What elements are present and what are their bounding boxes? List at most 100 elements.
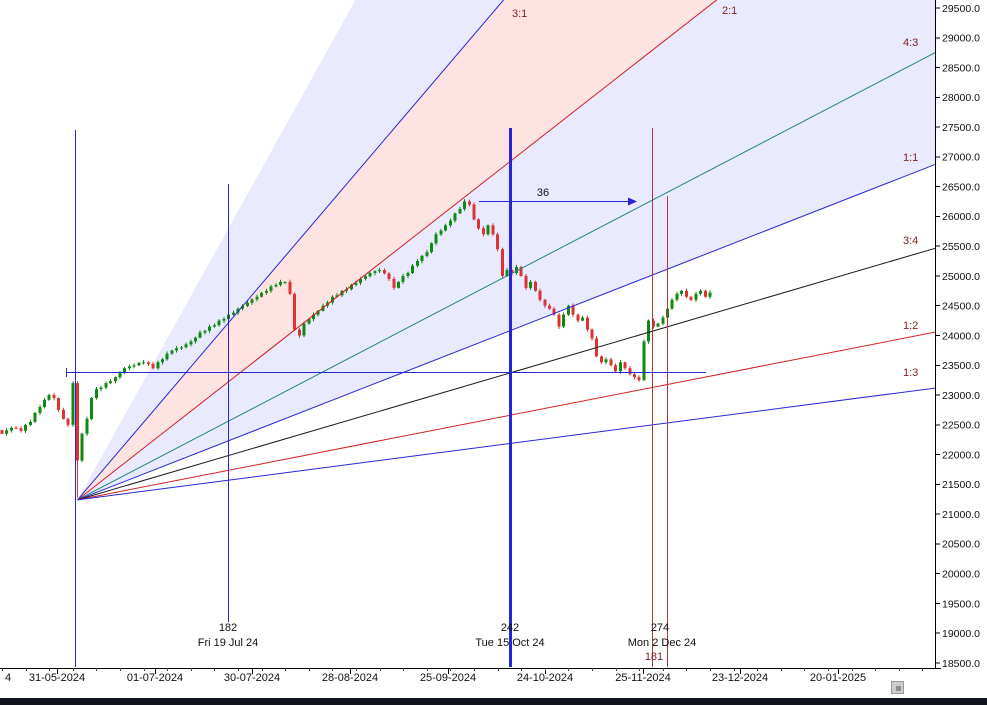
gann-ray-3:1[interactable] xyxy=(77,0,987,501)
gann-ratio-label: 2:1 xyxy=(722,5,737,17)
candle-body xyxy=(505,270,509,276)
candle-body xyxy=(175,348,178,351)
candle-body xyxy=(477,219,480,229)
candle-body xyxy=(14,427,18,429)
candle-body xyxy=(368,272,372,277)
candle-body xyxy=(80,433,84,461)
gann-shading-layer xyxy=(77,0,935,500)
candle-body xyxy=(637,377,641,381)
candle-body xyxy=(123,368,126,374)
gann-ray-1:1[interactable] xyxy=(77,0,987,501)
candles-layer xyxy=(0,199,712,498)
candle-body xyxy=(590,329,594,339)
resize-grip-dot xyxy=(896,686,901,691)
x-axis-label: 30-07-2024 xyxy=(224,672,280,684)
candle-body xyxy=(137,362,141,366)
candle-body xyxy=(548,305,551,309)
candle-body xyxy=(331,296,334,303)
candle-body xyxy=(425,252,429,256)
candle-body xyxy=(335,295,339,297)
gann-ratio-label: 4:3 xyxy=(903,37,918,49)
candle-body xyxy=(458,208,462,214)
candle-body xyxy=(279,281,282,285)
candle-body xyxy=(246,302,249,307)
date-label: Mon 2 Dec 24 xyxy=(628,637,696,649)
candle-body xyxy=(614,365,617,372)
y-axis-label: 20500.0 xyxy=(942,539,980,551)
candle-body xyxy=(241,306,244,309)
x-axis-label: 20-01-2025 xyxy=(810,672,866,684)
candle-body xyxy=(463,201,466,209)
y-axis-label: 22500.0 xyxy=(942,420,980,432)
resize-grip-icon[interactable] xyxy=(891,681,904,694)
candle-body xyxy=(430,243,433,253)
candle-body xyxy=(378,270,381,272)
candle-body xyxy=(600,356,603,363)
gann-ray-1:3[interactable] xyxy=(77,251,987,501)
annotations-layer xyxy=(66,0,987,667)
candle-body xyxy=(62,409,65,419)
measure-arrow-head-icon xyxy=(628,197,637,206)
candle-body xyxy=(387,273,391,279)
x-axis-label: 4 xyxy=(5,672,11,684)
gann-ratio-label: 1:3 xyxy=(903,367,918,379)
candle-body xyxy=(704,290,707,297)
candle-body xyxy=(420,255,424,262)
labels-layer: 3:1 2:1 4:3 1:1 3:4 1:2 1:3 182 Fri 19 Jul 24 242… xyxy=(198,5,919,663)
gann-ray-2:1[interactable] xyxy=(77,0,987,501)
candle-body xyxy=(411,265,414,273)
candle-body xyxy=(217,320,221,326)
candle-body xyxy=(165,353,169,360)
candle-body xyxy=(633,374,636,378)
candle-body xyxy=(472,204,476,220)
y-axis-label: 29500.0 xyxy=(942,3,980,15)
candle-body xyxy=(265,290,268,293)
candle-body xyxy=(161,359,164,363)
candle-body xyxy=(95,389,98,399)
y-axis-label: 26000.0 xyxy=(942,211,980,223)
candle-body xyxy=(685,290,688,297)
candle-body xyxy=(354,282,358,285)
candle-body xyxy=(534,281,537,291)
candle-body xyxy=(444,225,447,231)
candle-body xyxy=(482,228,485,235)
candle-body xyxy=(449,220,452,226)
candle-body xyxy=(128,366,131,369)
candle-body xyxy=(0,430,4,434)
candle-body xyxy=(680,290,683,294)
candle-body xyxy=(104,383,108,388)
candle-body xyxy=(90,398,93,419)
candle-body xyxy=(71,383,75,425)
candle-body xyxy=(189,341,193,345)
x-axis-label: 01-07-2024 xyxy=(127,672,183,684)
gann-ray-1:2[interactable] xyxy=(77,127,987,501)
y-axis-label: 28500.0 xyxy=(942,62,980,74)
y-axis-label: 23000.0 xyxy=(942,390,980,402)
candle-body xyxy=(222,319,226,321)
gann-ray-3:4[interactable] xyxy=(77,0,987,501)
candle-body xyxy=(194,337,197,342)
gann-ray-4:3[interactable] xyxy=(77,0,987,501)
candle-body xyxy=(151,363,155,369)
bar-count-label: 274 xyxy=(651,622,669,634)
candle-body xyxy=(383,270,386,274)
y-axis-label: 25500.0 xyxy=(942,241,980,253)
candle-body xyxy=(170,350,174,354)
candle-body xyxy=(501,249,504,276)
candle-body xyxy=(260,292,263,297)
y-axis-label: 27500.0 xyxy=(942,122,980,134)
candle-body xyxy=(147,362,150,364)
x-axis-label: 31-05-2024 xyxy=(29,672,85,684)
x-axis-label: 28-08-2024 xyxy=(322,672,378,684)
candle-body xyxy=(298,329,301,336)
arrow-measure-label: 36 xyxy=(537,187,549,199)
date-label: Fri 19 Jul 24 xyxy=(198,637,259,649)
bar-count-label: 242 xyxy=(501,622,519,634)
candle-body xyxy=(491,225,495,235)
candle-body xyxy=(708,292,712,297)
y-axis-label: 18500.0 xyxy=(942,658,980,670)
candle-body xyxy=(652,320,655,327)
candle-body xyxy=(288,281,292,294)
y-axis-label: 26500.0 xyxy=(942,181,980,193)
